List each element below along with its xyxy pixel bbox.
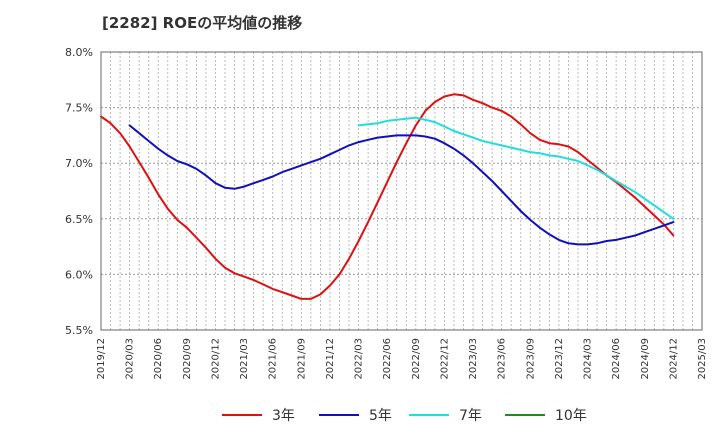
y-axis-ticks: 5.5% 6.0% 6.5% 7.0% 7.5% 8.0% <box>65 46 93 337</box>
legend-item-4: 10年 <box>505 402 587 428</box>
plot-frame <box>100 51 703 331</box>
x-tick-label: 2024/03 <box>583 338 594 380</box>
x-tick-label: 2022/12 <box>439 338 450 380</box>
series-line-2 <box>128 124 675 246</box>
y-tick-label: 7.5% <box>65 102 93 115</box>
series-line-3 <box>357 116 675 220</box>
y-tick-label: 6.0% <box>65 268 93 281</box>
x-tick-label: 2024/06 <box>611 338 622 380</box>
x-tick-label: 2020/12 <box>210 338 221 380</box>
legend-label: 3年 <box>272 408 295 424</box>
x-tick-label: 2020/06 <box>153 338 164 380</box>
x-tick-label: 2021/03 <box>239 338 250 380</box>
series-line-1 <box>100 93 675 300</box>
x-tick-label: 2024/09 <box>640 338 651 380</box>
chart-plot: 5.5%6.0%6.5%7.0%7.5%8.0% 2019/12 2020/03 2… <box>65 46 708 380</box>
series-layer <box>100 93 675 300</box>
x-tick-label: 2023/09 <box>525 338 536 380</box>
legend-item-3: 7年 <box>409 402 482 428</box>
x-tick-label: 2021/09 <box>296 338 307 380</box>
x-tick-label: 2025/03 <box>697 338 708 380</box>
legend-label: 7年 <box>459 408 482 424</box>
x-tick-label: 2023/03 <box>468 338 479 380</box>
x-tick-label: 2024/12 <box>668 338 679 380</box>
legend-swatch <box>319 414 359 416</box>
legend-label: 10年 <box>555 408 587 424</box>
grid-layer <box>101 51 702 331</box>
legend-item-2: 5年 <box>319 402 392 428</box>
legend-label: 5年 <box>369 408 392 424</box>
x-tick-label: 2022/03 <box>354 338 365 380</box>
y-tick-label: 8.0% <box>65 46 93 59</box>
legend-item-1: 3年 <box>222 402 295 428</box>
legend-swatch <box>409 414 449 416</box>
x-tick-label: 2022/09 <box>411 338 422 380</box>
x-tick-label: 2019/12 <box>96 338 107 380</box>
x-tick-label: 2021/06 <box>268 338 279 380</box>
x-tick-label: 2021/12 <box>325 338 336 380</box>
chart-title: [2282] ROEの平均値の推移 <box>102 14 303 32</box>
y-tick-label: 7.0% <box>65 157 93 170</box>
x-tick-label: 2023/12 <box>554 338 565 380</box>
x-tick-label: 2023/06 <box>497 338 508 380</box>
y-tick-label: 6.5% <box>65 213 93 226</box>
x-tick-label: 2020/03 <box>125 338 136 380</box>
y-tick-label: 5.5% <box>65 324 93 337</box>
legend-swatch <box>222 414 262 416</box>
legend-swatch <box>505 414 545 416</box>
legend: 3年 5年 7年 10年 <box>0 402 720 428</box>
x-tick-label: 2022/06 <box>382 338 393 380</box>
x-axis-ticks: 2019/12 2020/03 2020/06 2020/09 2020/12 2021/… <box>96 338 708 380</box>
x-tick-label: 2020/09 <box>182 338 193 380</box>
